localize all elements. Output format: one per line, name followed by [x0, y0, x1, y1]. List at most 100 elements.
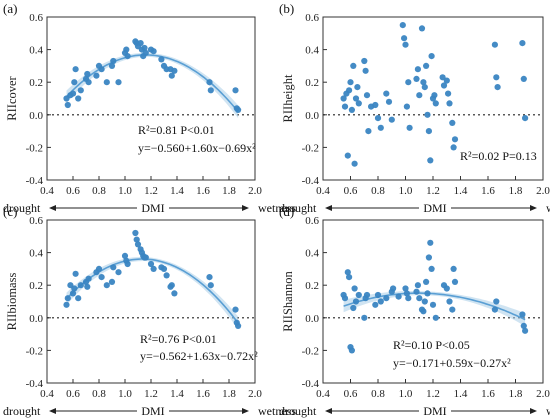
- panel-1-data-point: [71, 79, 78, 86]
- panel-3-annotation: R²=0.76 P<0.01: [140, 332, 217, 346]
- panel-2-data-point: [414, 66, 421, 73]
- panel-4-data-point: [446, 298, 453, 305]
- panel-2-data-point: [522, 115, 529, 122]
- panel-2-data-point: [362, 67, 369, 74]
- panel-1-xtick-label: 1.6: [196, 185, 210, 197]
- panel-4-xtick-label: 1.6: [481, 388, 495, 400]
- panel-4-ytick-label: 0.6: [305, 215, 319, 227]
- panel-2-data-point: [440, 82, 448, 89]
- panel-2-data-point: [428, 53, 435, 60]
- panel-4-xtick-label: 1.2: [426, 388, 440, 400]
- panel-1-data-point: [108, 62, 116, 69]
- panel-2-ytick-label: 0.4: [305, 45, 319, 57]
- panel-2-data-point: [449, 119, 456, 126]
- panel-1-data-point: [115, 79, 122, 86]
- panel-4-xtick-label: 0.6: [344, 388, 358, 400]
- panel-2-data-point: [450, 144, 457, 151]
- panel-1-xtick-label: 1.4: [170, 185, 184, 197]
- panel-1-data-point: [150, 48, 157, 55]
- panel-4-annotation: R²=0.10 P<0.05: [393, 338, 470, 352]
- panel-4-data-point: [346, 274, 353, 281]
- panel-2-xlabel-dmi: DMI: [423, 201, 446, 215]
- panel-1-xtick-label: 0.6: [66, 185, 80, 197]
- panel-4-data-point: [425, 254, 432, 261]
- panel-1-xlabel-dmi: DMI: [141, 201, 164, 215]
- panel-4-data-point: [428, 265, 435, 272]
- panel-2-data-point: [403, 103, 410, 110]
- panel-4-data-point: [352, 298, 360, 305]
- panel-4-data-point: [421, 298, 428, 305]
- panel-3-xtick-label: 1.8: [222, 388, 236, 400]
- panel-4-data-point: [424, 290, 431, 297]
- panel-1-ytick-label: -0.4: [26, 175, 44, 187]
- panel-4-data-point: [420, 308, 427, 315]
- panel-2-data-point: [399, 22, 406, 29]
- panel-3-annotation: y=−0.562+1.63x−0.72x²: [140, 349, 258, 363]
- panel-4-data-point: [429, 301, 437, 308]
- panel-2-data-point: [494, 84, 501, 91]
- panel-2-data-point: [432, 100, 439, 107]
- panel-1-data-point: [72, 66, 79, 73]
- panel-3-ytick-label: 0.4: [29, 248, 43, 260]
- panel-3-data-point: [132, 229, 139, 237]
- panel-1-data-point: [64, 101, 71, 109]
- panel-1-data-point: [93, 72, 100, 79]
- panel-3-data-point: [121, 252, 129, 259]
- panel-2-data-point: [348, 106, 355, 113]
- panel-2-data-point: [344, 152, 351, 159]
- panel-2-data-point: [446, 100, 453, 107]
- panel-3-data-point: [115, 269, 122, 276]
- panel-2-data-point: [519, 40, 526, 47]
- panel-2-data-point: [443, 77, 450, 84]
- panel-3-data-point: [95, 265, 103, 272]
- panel-3-data-point: [75, 295, 82, 302]
- panel-3-xtick-label: 1.0: [118, 388, 132, 400]
- panel-3-data-point: [77, 282, 84, 289]
- panel-3-ytick-label: 0.0: [29, 313, 43, 325]
- panel-4-data-point: [383, 295, 390, 302]
- panel-3-data-point: [134, 241, 142, 248]
- panel-3-ytick-label: 0.2: [29, 280, 43, 292]
- panel-2-data-point: [418, 25, 426, 32]
- panel-1-data-point: [85, 79, 92, 86]
- panel-2-data-point: [520, 75, 527, 82]
- panel-4-xtick-label: 0.4: [316, 388, 330, 400]
- panel-4-data-point: [432, 314, 439, 321]
- panel-3-xtick-label: 1.4: [170, 388, 184, 400]
- panel-2-xlabel-wetness: wetness: [546, 201, 550, 215]
- panel-3-data-point: [110, 264, 117, 271]
- panel-2-xtick-label: 1.2: [426, 185, 440, 197]
- panel-2-xlabel-drought: drought: [279, 201, 317, 215]
- panel-4-ytick-label: 0.4: [305, 248, 319, 260]
- panel-3-data-point: [133, 236, 140, 243]
- panel-2-data-point: [491, 41, 498, 48]
- panel-3-arrow-left-head: [49, 408, 56, 414]
- panel-4-data-point: [403, 290, 410, 297]
- panel-4-data-point: [451, 278, 459, 285]
- panel-1-data-point: [123, 46, 130, 53]
- panel-1-xlabel-drought: drought: [3, 201, 41, 215]
- panel-4-annotation: y=−0.171+0.59x−0.27x²: [393, 356, 511, 370]
- panel-4-data-point: [414, 282, 421, 289]
- panel-2-data-point: [421, 84, 428, 91]
- panel-3-data-point: [72, 270, 79, 277]
- panel-4-panel-label: (d): [279, 204, 294, 219]
- panel-1-data-point: [69, 90, 77, 97]
- panel-2-xtick-label: 2.0: [536, 185, 550, 197]
- panel-4-ytick-label: -0.2: [302, 345, 319, 357]
- panel-1-data-point: [75, 95, 82, 102]
- panel-4-confidence-band: [343, 291, 526, 327]
- panel-1-xtick-label: 1.0: [118, 185, 132, 197]
- panel-1-ytick-label: -0.2: [26, 142, 43, 154]
- panel-4-data-point: [449, 306, 456, 313]
- panel-2-data-point: [365, 128, 372, 135]
- panel-2-arrow-left-head: [325, 205, 332, 211]
- panel-d: -0.4 -0.2 0.0 0.2 0.4 0.6 0.4 0.6 0.8 1.0 1.2 1.4 1.…: [279, 204, 550, 418]
- panel-a: -0.4 -0.2 0.0 0.2 0.4 0.6 0.4 0.6 0.8 1.0 1.2 1.4 1.…: [3, 1, 296, 215]
- panel-1-xtick-label: 1.2: [144, 185, 158, 197]
- panel-3-ytick-label: -0.4: [26, 378, 44, 390]
- panel-4-data-point: [402, 285, 409, 292]
- panel-3-data-point: [232, 306, 239, 313]
- panel-4-xtick-label: 0.8: [371, 388, 385, 400]
